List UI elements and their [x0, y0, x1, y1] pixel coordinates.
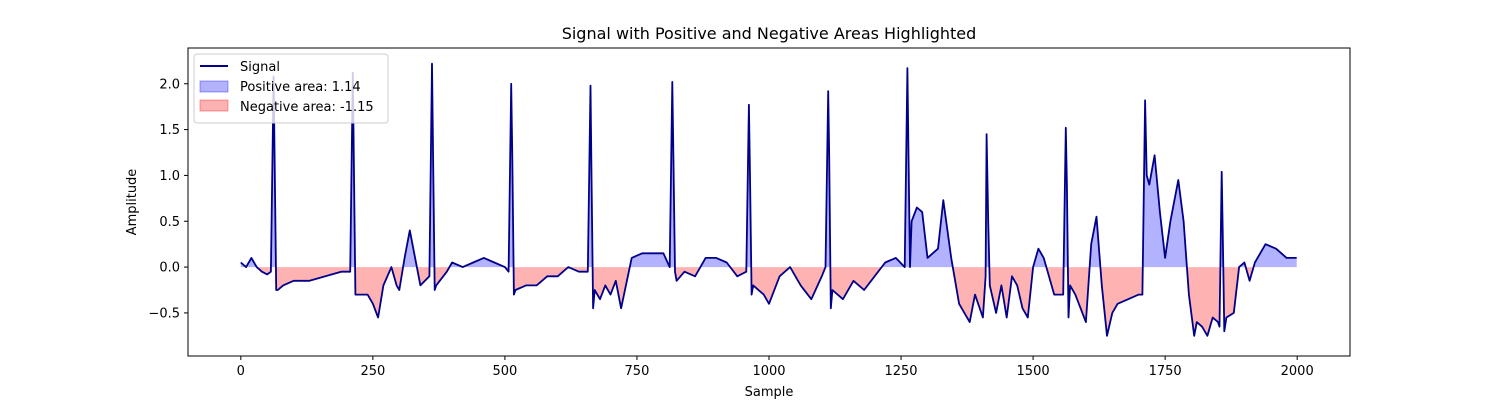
- y-tick-label: 1.0: [159, 169, 180, 184]
- chart-title: Signal with Positive and Negative Areas …: [562, 24, 977, 43]
- y-tick-label: 0.5: [159, 215, 180, 230]
- legend-box: [193, 53, 389, 124]
- x-tick-label: 0: [237, 364, 245, 379]
- x-tick-label: 750: [625, 364, 650, 379]
- area-fills: [240, 63, 1297, 336]
- signal-line: [240, 62, 1297, 337]
- x-tick-label: 250: [360, 364, 385, 379]
- x-tick-label: 1250: [884, 364, 917, 379]
- x-axis: 0 250 500 750 1000 1250 1500 1750 2000: [237, 356, 1314, 379]
- x-tick-label: 1000: [752, 364, 785, 379]
- y-tick-label: −0.5: [148, 306, 180, 321]
- legend: Signal Positive area: 1.14 Negative area…: [193, 53, 389, 124]
- x-tick-label: 1500: [1017, 364, 1050, 379]
- y-axis-label: Amplitude: [125, 169, 140, 236]
- legend-negative-swatch: [199, 99, 229, 112]
- x-axis-label: Sample: [745, 385, 794, 400]
- y-axis: −0.5 0.0 0.5 1.0 1.5 2.0: [148, 77, 188, 321]
- legend-negative-label: Negative area: -1.15: [240, 100, 374, 115]
- negative-area-fill: [240, 267, 1297, 336]
- y-tick-label: 2.0: [159, 77, 180, 92]
- y-tick-label: 0.0: [159, 261, 180, 276]
- legend-positive-label: Positive area: 1.14: [240, 80, 361, 95]
- legend-signal-label: Signal: [240, 60, 280, 75]
- legend-positive-swatch: [199, 80, 229, 93]
- x-tick-label: 1750: [1149, 364, 1182, 379]
- x-tick-label: 2000: [1281, 364, 1314, 379]
- y-tick-label: 1.5: [159, 123, 180, 138]
- x-tick-label: 500: [492, 364, 517, 379]
